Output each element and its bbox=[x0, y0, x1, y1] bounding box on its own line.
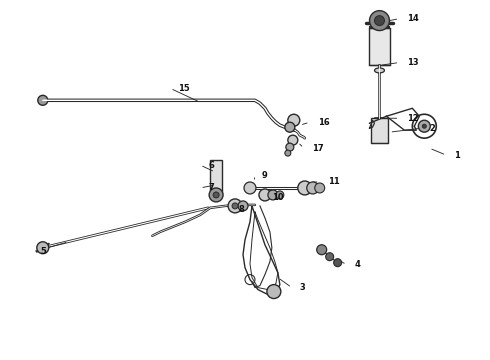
Text: 17: 17 bbox=[312, 144, 323, 153]
Circle shape bbox=[288, 135, 298, 145]
Circle shape bbox=[268, 190, 278, 200]
Bar bbox=[370, 118, 389, 143]
Circle shape bbox=[232, 203, 238, 209]
Circle shape bbox=[317, 245, 327, 255]
Circle shape bbox=[37, 242, 49, 254]
Text: 11: 11 bbox=[328, 177, 340, 186]
Bar bbox=[210, 160, 222, 192]
Circle shape bbox=[267, 285, 281, 298]
Circle shape bbox=[285, 122, 295, 132]
Circle shape bbox=[334, 259, 342, 267]
Text: 16: 16 bbox=[318, 118, 329, 127]
Text: 4: 4 bbox=[355, 260, 361, 269]
Text: 7: 7 bbox=[208, 184, 214, 193]
Text: 8: 8 bbox=[238, 206, 244, 215]
Circle shape bbox=[326, 253, 334, 261]
Circle shape bbox=[299, 182, 311, 194]
Text: 3: 3 bbox=[300, 283, 306, 292]
Circle shape bbox=[418, 120, 430, 132]
Text: 15: 15 bbox=[178, 84, 190, 93]
Text: 14: 14 bbox=[407, 14, 419, 23]
Circle shape bbox=[288, 114, 300, 126]
Text: 13: 13 bbox=[407, 58, 419, 67]
Circle shape bbox=[209, 188, 223, 202]
Circle shape bbox=[259, 189, 271, 201]
Ellipse shape bbox=[374, 68, 385, 73]
Circle shape bbox=[298, 181, 312, 195]
Circle shape bbox=[286, 143, 294, 151]
Circle shape bbox=[315, 183, 325, 193]
Bar bbox=[368, 28, 391, 66]
Circle shape bbox=[307, 182, 318, 194]
Text: 9: 9 bbox=[262, 171, 268, 180]
Text: 12: 12 bbox=[407, 114, 419, 123]
Text: 6: 6 bbox=[208, 161, 214, 170]
Circle shape bbox=[38, 95, 48, 105]
Circle shape bbox=[228, 199, 242, 213]
Text: 5: 5 bbox=[41, 247, 47, 256]
Circle shape bbox=[422, 124, 426, 128]
Circle shape bbox=[369, 11, 390, 31]
Circle shape bbox=[276, 191, 284, 199]
Circle shape bbox=[213, 192, 219, 198]
Circle shape bbox=[374, 15, 385, 26]
Circle shape bbox=[244, 182, 256, 194]
Text: 2: 2 bbox=[429, 124, 435, 133]
Circle shape bbox=[285, 150, 291, 156]
Text: 10: 10 bbox=[272, 193, 284, 202]
Text: 1: 1 bbox=[454, 150, 460, 159]
Circle shape bbox=[238, 201, 248, 211]
